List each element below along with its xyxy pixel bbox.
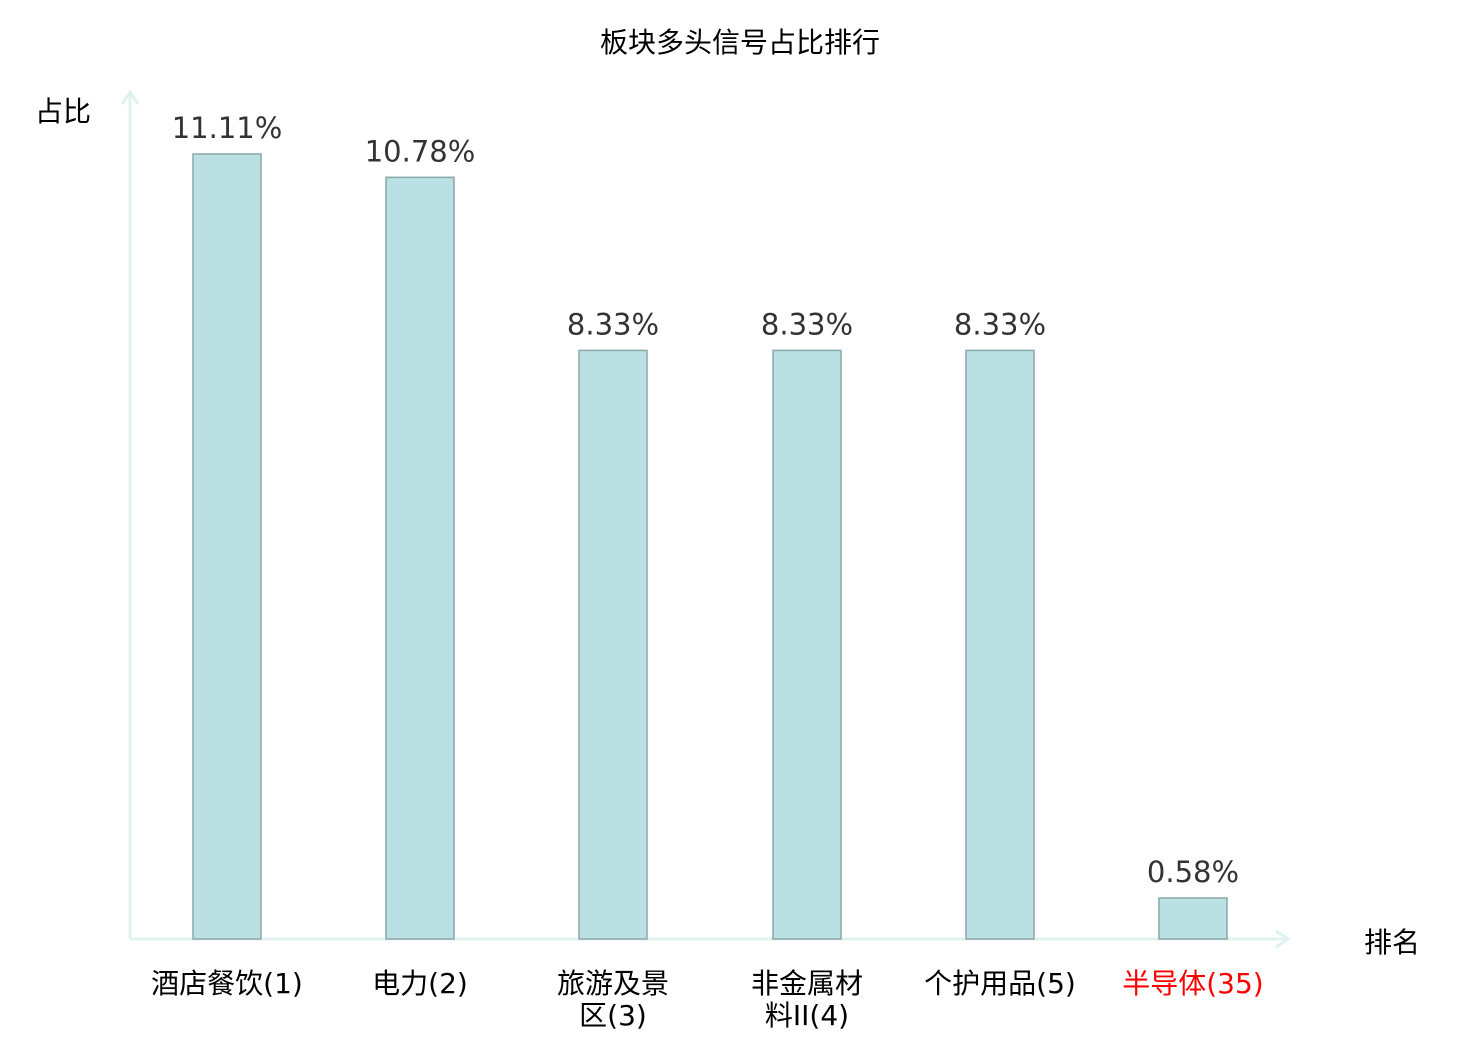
category-label: 酒店餐饮(1) <box>151 967 303 1000</box>
x-axis-arrow-icon <box>1275 929 1291 949</box>
x-axis-label: 排名 <box>1364 926 1420 959</box>
bar <box>772 349 842 940</box>
bar <box>192 153 262 940</box>
value-label: 8.33% <box>761 307 853 341</box>
category-label: 个护用品(5) <box>924 967 1076 1000</box>
category-label: 半导体(35) <box>1122 967 1263 1000</box>
category-label: 旅游及景 <box>557 967 669 1000</box>
value-label: 10.78% <box>365 134 476 168</box>
bar <box>385 176 455 940</box>
y-axis-label: 占比 <box>35 95 91 128</box>
value-label: 0.58% <box>1147 855 1239 889</box>
bar <box>578 349 648 940</box>
category-label: 料II(4) <box>765 999 849 1032</box>
bar <box>965 349 1035 940</box>
value-label: 8.33% <box>954 307 1046 341</box>
chart-title: 板块多头信号占比排行 <box>600 26 880 59</box>
category-label: 区(3) <box>579 999 647 1032</box>
y-axis-arrow-icon <box>120 89 140 105</box>
bar <box>1158 897 1228 940</box>
category-label: 电力(2) <box>372 967 468 1000</box>
value-label: 8.33% <box>567 307 659 341</box>
value-label: 11.11% <box>172 111 283 145</box>
category-label: 非金属材 <box>751 967 863 1000</box>
